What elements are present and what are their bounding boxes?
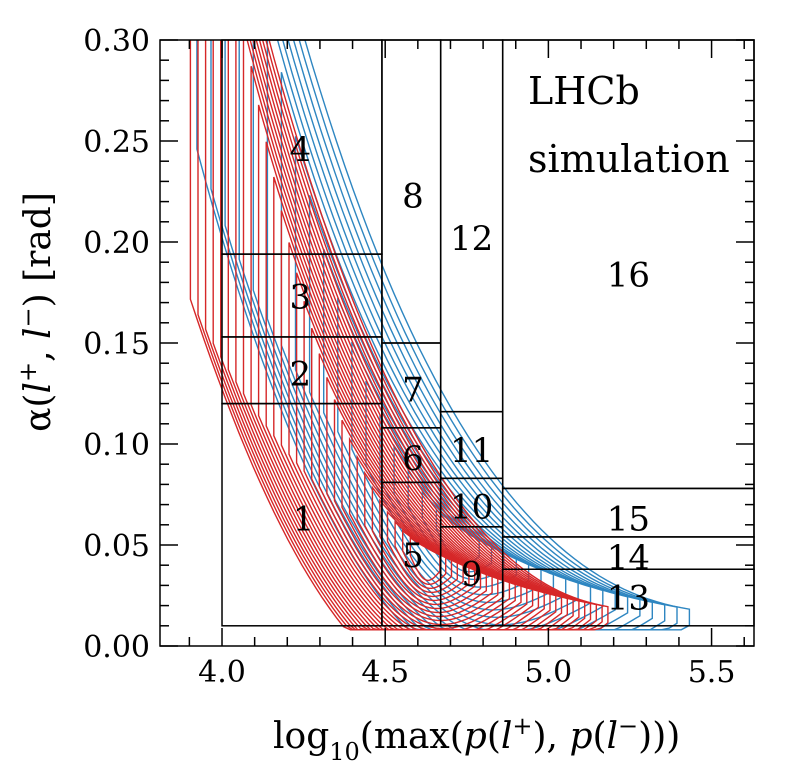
- red-contour-10: [257, 104, 557, 631]
- red-contour-3: [204, 40, 597, 631]
- red-contour-14: [288, 242, 534, 631]
- red-contour-6: [227, 40, 580, 631]
- red-contour-8: [242, 40, 568, 631]
- bin-label-13: 13: [607, 579, 650, 619]
- x-tick-label: 5.5: [688, 655, 736, 690]
- red-contour-27: [386, 510, 458, 594]
- red-contour-25: [371, 485, 470, 602]
- red-contour-26: [379, 498, 464, 598]
- x-tick-label: 4.0: [198, 655, 246, 690]
- bin-label-16: 16: [607, 255, 650, 295]
- y-axis-title: α(l+, l−) [rad]: [14, 192, 59, 432]
- red-contour-19: [326, 377, 505, 626]
- blue-contour-7: [280, 72, 616, 631]
- bin-label-14: 14: [607, 538, 650, 578]
- blue-contour-3: [224, 40, 666, 631]
- y-tick-label: 0.15: [83, 327, 150, 362]
- bin-label-6: 6: [402, 439, 424, 479]
- blue-contour-4: [238, 40, 653, 631]
- bin-label-4: 4: [290, 130, 312, 170]
- red-contour-13: [280, 210, 540, 631]
- red-contour-11: [265, 141, 551, 631]
- y-tick-label: 0.30: [83, 24, 150, 59]
- red-contour-16: [303, 301, 522, 631]
- x-axis-title: log10(max(p(l+), p(l−))): [273, 712, 680, 766]
- red-contour-17: [311, 327, 516, 631]
- red-contour-20: [333, 399, 499, 622]
- bin-label-15: 15: [607, 500, 650, 540]
- red-contour-5: [220, 40, 586, 631]
- red-contour-22: [348, 436, 487, 614]
- bin-label-3: 3: [290, 278, 312, 318]
- red-contour-23: [356, 454, 482, 610]
- bin-label-12: 12: [450, 219, 493, 259]
- y-tick-label: 0.00: [83, 630, 150, 665]
- red-contour-24: [364, 470, 476, 606]
- red-contour-15: [295, 272, 528, 631]
- y-tick-label: 0.10: [83, 428, 150, 463]
- annotation-line-1: LHCb: [528, 69, 640, 113]
- y-tick-label: 0.25: [83, 125, 150, 160]
- y-tick-label: 0.20: [83, 226, 150, 261]
- red-contour-21: [341, 419, 493, 618]
- contour-layer: [189, 40, 691, 631]
- red-contour-2: [197, 40, 603, 631]
- red-contour-28: [394, 520, 453, 589]
- red-contour-30: [409, 536, 441, 582]
- red-contour-1: [189, 40, 609, 631]
- bin-label-11: 11: [450, 431, 493, 471]
- bin-label-9: 9: [461, 554, 483, 594]
- bin-label-5: 5: [402, 536, 424, 576]
- annotation-line-2: simulation: [528, 137, 730, 181]
- red-contour-4: [212, 40, 592, 631]
- bin-label-2: 2: [290, 354, 312, 394]
- bin-label-1: 1: [293, 500, 315, 540]
- x-tick-label: 4.5: [361, 655, 409, 690]
- blue-contour-6: [266, 40, 629, 631]
- bin-label-7: 7: [402, 370, 424, 410]
- red-contour-9: [250, 66, 563, 631]
- tick-labels: 4.0 4.5 5.0 5.5 0.00 0.05 0.10 0.15 0.20 0.25 0.30: [83, 24, 735, 690]
- y-tick-label: 0.05: [83, 529, 150, 564]
- bin-label-10: 10: [450, 488, 493, 528]
- red-contour-7: [235, 40, 574, 631]
- bin-label-8: 8: [402, 177, 424, 217]
- red-contour-18: [318, 353, 511, 630]
- axis-ticks: [160, 39, 754, 647]
- red-contour-12: [273, 176, 545, 631]
- x-tick-label: 5.0: [525, 655, 573, 690]
